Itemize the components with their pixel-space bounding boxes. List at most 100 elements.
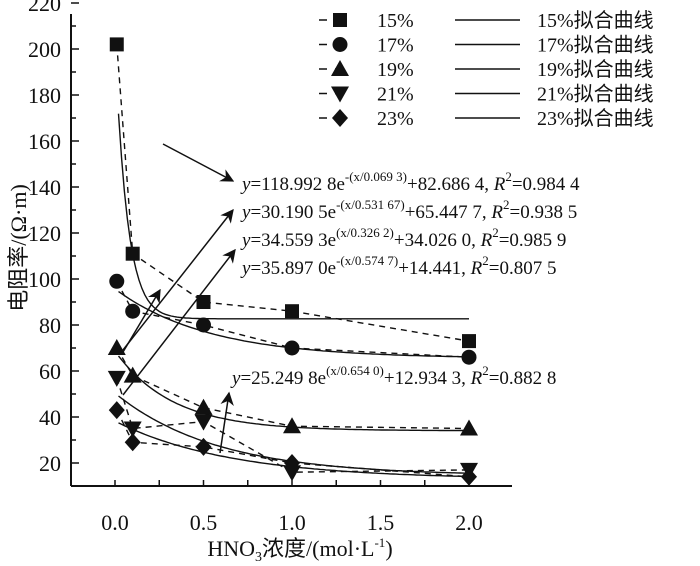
data-point xyxy=(285,304,299,319)
equation-part: R xyxy=(480,230,493,251)
x-tick-label: 2.0 xyxy=(455,510,483,535)
equation-part: 2 xyxy=(505,169,512,184)
legend-item-15%: 15% 15%拟合曲线 xyxy=(319,9,654,32)
annotation-arrow xyxy=(162,143,235,182)
data-point xyxy=(123,421,142,438)
legend-label: 15% xyxy=(377,10,414,32)
y-tick-label: 60 xyxy=(39,359,61,384)
legend-marker xyxy=(333,13,347,27)
legend-fit-label: 21%拟合曲线 xyxy=(537,83,654,106)
equation-part: y xyxy=(240,230,251,251)
equation-part: (x/0.654 0) xyxy=(326,363,384,378)
equation-part: R xyxy=(490,202,503,223)
y-tick-label: 180 xyxy=(28,83,61,108)
data-point xyxy=(284,454,300,472)
y-tick-label: 120 xyxy=(28,221,61,246)
equation-part: +82.686 4, xyxy=(407,174,494,195)
equation-1: y=118.992 8e-(x/0.069 3)+82.686 4, R2=0.… xyxy=(240,169,580,195)
equation-part: +34.026 0, xyxy=(394,230,481,251)
equation-part: R xyxy=(470,368,483,389)
legend-item-23%: 23% 23%拟合曲线 xyxy=(319,107,654,130)
legend-label: 23% xyxy=(377,108,414,130)
equation-part: =118.992 8e xyxy=(250,174,344,195)
equation-part: y xyxy=(240,258,251,279)
data-point xyxy=(283,417,301,434)
legend-fit-label: 19%拟合曲线 xyxy=(537,58,654,81)
y-axis-label: 电阻率/(Ω·m) xyxy=(6,184,31,312)
data-point xyxy=(461,349,477,365)
y-tick-label: 160 xyxy=(28,129,61,154)
series-21% xyxy=(107,370,478,482)
series-23% xyxy=(108,401,477,486)
data-point xyxy=(195,437,212,456)
legend-item-21%: 21% 21%拟合曲线 xyxy=(319,83,654,106)
x-axis-label: HNO3浓度/(mol·L-1) xyxy=(207,535,392,565)
equation-part: 2 xyxy=(482,253,489,268)
y-tick-label: 140 xyxy=(28,175,61,200)
x-tick-label: 0.0 xyxy=(101,510,129,535)
legend-item-19%: 19% 19%拟合曲线 xyxy=(319,58,654,81)
equation-part: =0.882 8 xyxy=(489,368,557,389)
annotation-arrow xyxy=(219,391,234,454)
y-tick-label: 40 xyxy=(39,405,61,430)
data-series xyxy=(107,37,478,486)
data-point xyxy=(283,465,301,482)
series-line xyxy=(116,409,470,478)
data-point xyxy=(194,414,213,431)
equation-part: R xyxy=(470,258,483,279)
equation-part: 2 xyxy=(482,363,489,378)
data-point xyxy=(460,419,478,436)
equation-part: =0.984 4 xyxy=(512,174,580,195)
data-point xyxy=(194,398,213,415)
series-17% xyxy=(109,273,477,365)
equation-part: 2 xyxy=(503,197,510,212)
legend-marker xyxy=(331,86,349,103)
equation-part: y xyxy=(240,202,251,223)
annotation-arrows xyxy=(122,143,236,454)
legend-fit-label: 23%拟合曲线 xyxy=(537,107,654,130)
annotation-arrow xyxy=(122,248,236,396)
equation-part: +12.934 3, xyxy=(384,368,471,389)
legend-marker xyxy=(332,109,348,127)
equation-part: 2 xyxy=(492,225,499,240)
series-19% xyxy=(107,339,478,436)
data-point xyxy=(461,467,477,486)
equation-part: =35.897 0e xyxy=(250,258,336,279)
series-line xyxy=(116,44,470,342)
equation-part: R xyxy=(493,174,506,195)
legend-label: 21% xyxy=(377,84,414,106)
y-tick-label: 200 xyxy=(28,37,61,62)
equation-part: -(x/0.574 7) xyxy=(336,253,398,268)
equation-part: +14.441, xyxy=(398,258,470,279)
equation-part: =30.190 5e xyxy=(250,202,336,223)
equation-3: y=34.559 3e(x/0.326 2)+34.026 0, R2=0.98… xyxy=(240,225,566,251)
annotation-arrow xyxy=(122,288,161,353)
legend-label: 19% xyxy=(377,59,414,81)
data-point xyxy=(107,339,126,355)
series-15% xyxy=(109,37,476,349)
data-point xyxy=(284,340,300,356)
data-point xyxy=(109,37,124,52)
equation-part: -(x/0.531 67) xyxy=(336,197,405,212)
fit-curve-15% xyxy=(117,113,469,320)
data-point xyxy=(196,317,211,333)
equation-part: =0.938 5 xyxy=(510,202,578,223)
y-tick-label: 100 xyxy=(28,267,61,292)
y-tick-label: 80 xyxy=(39,313,61,338)
equation-2: y=30.190 5e-(x/0.531 67)+65.447 7, R2=0.… xyxy=(240,197,577,223)
data-point xyxy=(125,246,140,261)
equation-part: =34.559 3e xyxy=(250,230,336,251)
data-point xyxy=(123,366,142,383)
legend-fit-label: 15%拟合曲线 xyxy=(537,9,654,32)
legend-marker xyxy=(332,37,348,52)
equation-part: =25.249 8e xyxy=(240,368,326,389)
equation-part: y xyxy=(240,174,251,195)
legend-fit-label: 17%拟合曲线 xyxy=(537,34,654,57)
x-tick-label: 0.5 xyxy=(190,510,218,535)
legend-marker xyxy=(331,60,349,76)
y-tick-label: 220 xyxy=(28,0,61,16)
annotation-arrow xyxy=(122,208,234,351)
series-line xyxy=(116,280,470,358)
legend-label: 17% xyxy=(377,35,414,57)
